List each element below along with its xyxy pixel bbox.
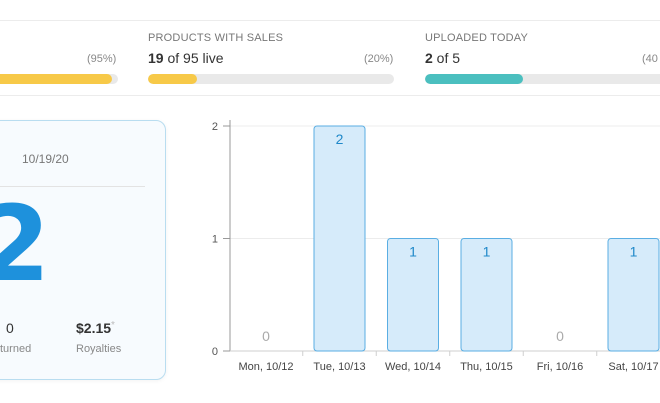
progress-bar	[148, 74, 394, 84]
royalties-label: Royalties	[76, 343, 122, 355]
stat-value: 19 of 95 live	[148, 50, 224, 66]
stat-products-with-sales: PRODUCTS WITH SALES 19 of 95 live (20%)	[148, 21, 398, 95]
data-label: 1	[630, 244, 638, 260]
y-tick-label: 2	[212, 121, 218, 133]
card-divider	[0, 186, 145, 187]
chart-bars: 0 2 1 1 0 1	[262, 125, 660, 352]
stat-percent: (20%)	[364, 53, 394, 65]
x-tick-label: Tue, 10/13	[313, 361, 365, 373]
progress-bar	[425, 74, 660, 84]
y-axis-ticks: 0 1 2	[212, 121, 230, 358]
x-tick-label: Sat, 10/17	[608, 361, 658, 373]
returned-label: turned	[0, 343, 32, 355]
stats-bar: (95%) PRODUCTS WITH SALES 19 of 95 live …	[0, 20, 660, 96]
x-tick-label: Fri, 10/16	[537, 361, 583, 373]
stat-label: UPLOADED TODAY	[425, 32, 529, 44]
returned-value: 0	[6, 320, 14, 336]
data-label: 2	[336, 131, 344, 147]
daily-summary-card[interactable]	[0, 120, 166, 380]
progress-fill	[425, 74, 524, 84]
y-tick-label: 0	[212, 346, 218, 358]
stat-uploaded-today: UPLOADED TODAY 2 of 5 (40	[425, 21, 660, 95]
bar	[460, 238, 513, 352]
data-label: 1	[409, 244, 417, 260]
x-axis-ticks: Mon, 10/12 Tue, 10/13 Wed, 10/14 Thu, 10/15…	[238, 351, 659, 373]
y-tick-label: 1	[212, 234, 218, 246]
data-label: 0	[556, 328, 564, 344]
sales-count: 2	[0, 183, 51, 305]
stat-label: PRODUCTS WITH SALES	[148, 32, 284, 44]
bar	[313, 125, 366, 352]
stat-value: 2 of 5	[425, 50, 461, 66]
bar	[607, 238, 660, 352]
progress-fill	[148, 74, 198, 84]
stat-percent: (40	[642, 53, 658, 65]
progress-bar	[0, 74, 118, 84]
stat-live-products: (95%)	[0, 21, 120, 95]
stat-percent: (95%)	[87, 53, 117, 65]
data-label: 0	[262, 328, 270, 344]
x-tick-label: Mon, 10/12	[238, 361, 293, 373]
progress-fill	[0, 74, 112, 84]
bar	[387, 238, 439, 352]
card-date: 10/19/20	[22, 152, 69, 166]
data-label: 1	[483, 244, 491, 260]
royalties-value: $2.15*	[76, 320, 115, 336]
x-tick-label: Thu, 10/15	[460, 361, 513, 373]
x-tick-label: Wed, 10/14	[385, 361, 441, 373]
chart-grid	[229, 120, 660, 352]
sales-bar-chart: 0 1 2 0 2 1 1 0 1 Mon, 10/12 Tue, 10/13 Wed, 10/1…	[212, 120, 660, 373]
